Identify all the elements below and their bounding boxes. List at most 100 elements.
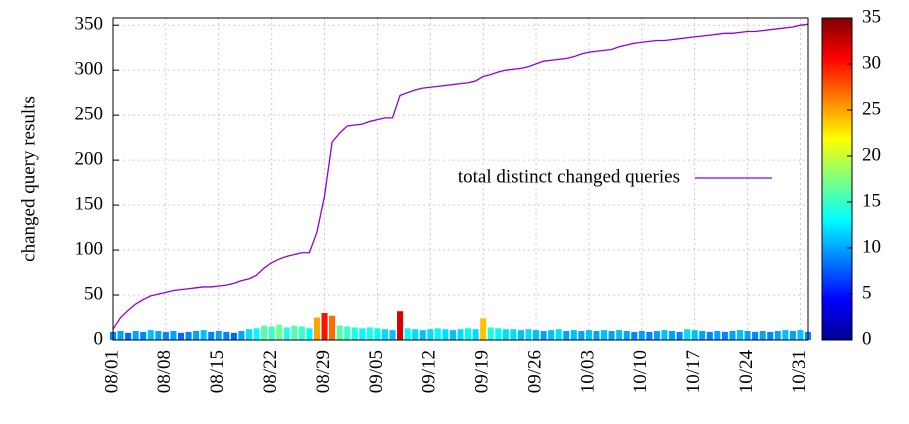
bar bbox=[283, 327, 290, 340]
bar bbox=[117, 331, 124, 340]
bar bbox=[329, 315, 336, 340]
bar bbox=[502, 329, 509, 340]
bar bbox=[608, 331, 615, 340]
y-tick-label: 150 bbox=[75, 193, 104, 214]
bar bbox=[721, 331, 728, 340]
bar bbox=[374, 328, 381, 340]
bar bbox=[774, 331, 781, 340]
bar bbox=[147, 330, 154, 340]
bar bbox=[170, 331, 177, 340]
bar bbox=[193, 331, 200, 340]
bar bbox=[767, 331, 774, 340]
bar bbox=[616, 330, 623, 340]
colorbar-tick-label: 0 bbox=[862, 328, 872, 349]
bar bbox=[291, 325, 298, 340]
bar bbox=[162, 331, 169, 340]
bar bbox=[487, 327, 494, 340]
bar bbox=[442, 329, 449, 340]
bar bbox=[517, 330, 524, 340]
bar bbox=[533, 330, 540, 340]
bar bbox=[465, 328, 472, 340]
bar bbox=[563, 331, 570, 340]
bar bbox=[125, 332, 132, 340]
bar bbox=[427, 329, 434, 340]
bar bbox=[155, 331, 162, 340]
bar bbox=[669, 331, 676, 340]
bar bbox=[676, 331, 683, 340]
bar bbox=[623, 331, 630, 340]
bar bbox=[744, 331, 751, 340]
bar bbox=[177, 332, 185, 340]
bar bbox=[510, 329, 517, 340]
x-tick-label: 10/03 bbox=[577, 350, 598, 393]
bar bbox=[351, 327, 358, 340]
bar bbox=[245, 329, 252, 340]
bar bbox=[389, 330, 396, 340]
bar bbox=[782, 330, 789, 340]
x-tick-label: 09/12 bbox=[419, 350, 440, 393]
bar bbox=[306, 328, 313, 340]
colorbar-tick-label: 10 bbox=[862, 236, 881, 257]
colorbar-tick-label: 20 bbox=[862, 144, 881, 165]
bar bbox=[223, 331, 230, 340]
bar bbox=[419, 330, 426, 340]
bar bbox=[684, 329, 691, 340]
bar bbox=[646, 331, 653, 340]
bar bbox=[366, 327, 373, 340]
bar bbox=[253, 328, 260, 340]
bar bbox=[797, 330, 804, 340]
x-tick-label: 08/29 bbox=[313, 350, 334, 393]
bar bbox=[601, 330, 608, 340]
bar bbox=[729, 331, 736, 340]
bar bbox=[321, 313, 328, 340]
bar bbox=[661, 330, 668, 340]
legend-label: total distinct changed queries bbox=[458, 166, 680, 187]
bar bbox=[540, 331, 547, 340]
bar bbox=[268, 326, 275, 340]
bar bbox=[215, 331, 222, 340]
colorbar bbox=[821, 17, 853, 341]
x-tick-label: 10/24 bbox=[736, 350, 757, 394]
bar bbox=[359, 328, 366, 340]
bar bbox=[699, 331, 706, 340]
bar bbox=[336, 325, 343, 340]
bar bbox=[412, 329, 419, 340]
bar bbox=[238, 331, 245, 340]
bar bbox=[653, 331, 660, 340]
y-tick-label: 350 bbox=[75, 14, 104, 35]
bar bbox=[208, 331, 215, 340]
bar bbox=[276, 324, 283, 340]
bar bbox=[570, 330, 577, 340]
y-tick-label: 300 bbox=[75, 59, 104, 80]
x-tick-label: 09/05 bbox=[366, 350, 387, 393]
bar bbox=[548, 330, 555, 340]
bar bbox=[480, 318, 487, 340]
y-tick-label: 250 bbox=[75, 103, 104, 124]
colorbar-tick-label: 30 bbox=[862, 52, 881, 73]
y-tick-label: 100 bbox=[75, 238, 104, 259]
bar bbox=[140, 331, 147, 340]
bar bbox=[789, 331, 796, 340]
bar bbox=[525, 329, 532, 340]
bar bbox=[555, 329, 562, 340]
bar bbox=[185, 331, 192, 340]
bar bbox=[759, 331, 766, 340]
colorbar-tick-label: 5 bbox=[862, 282, 872, 303]
y-tick-label: 0 bbox=[94, 328, 104, 349]
bar bbox=[631, 331, 638, 340]
bar bbox=[404, 328, 411, 340]
colorbar-tick-label: 25 bbox=[862, 98, 881, 119]
colorbar-tick-label: 15 bbox=[862, 190, 881, 211]
x-tick-label: 08/22 bbox=[260, 350, 281, 393]
x-tick-label: 08/08 bbox=[154, 350, 175, 393]
bar bbox=[261, 325, 268, 340]
x-tick-label: 08/15 bbox=[207, 350, 228, 393]
line bbox=[112, 23, 809, 330]
bar bbox=[593, 331, 600, 340]
y-axis-label: changed query results bbox=[18, 96, 39, 262]
bar bbox=[313, 317, 320, 340]
bar bbox=[495, 328, 502, 340]
bar bbox=[200, 330, 207, 340]
y-tick-label: 50 bbox=[84, 283, 103, 304]
